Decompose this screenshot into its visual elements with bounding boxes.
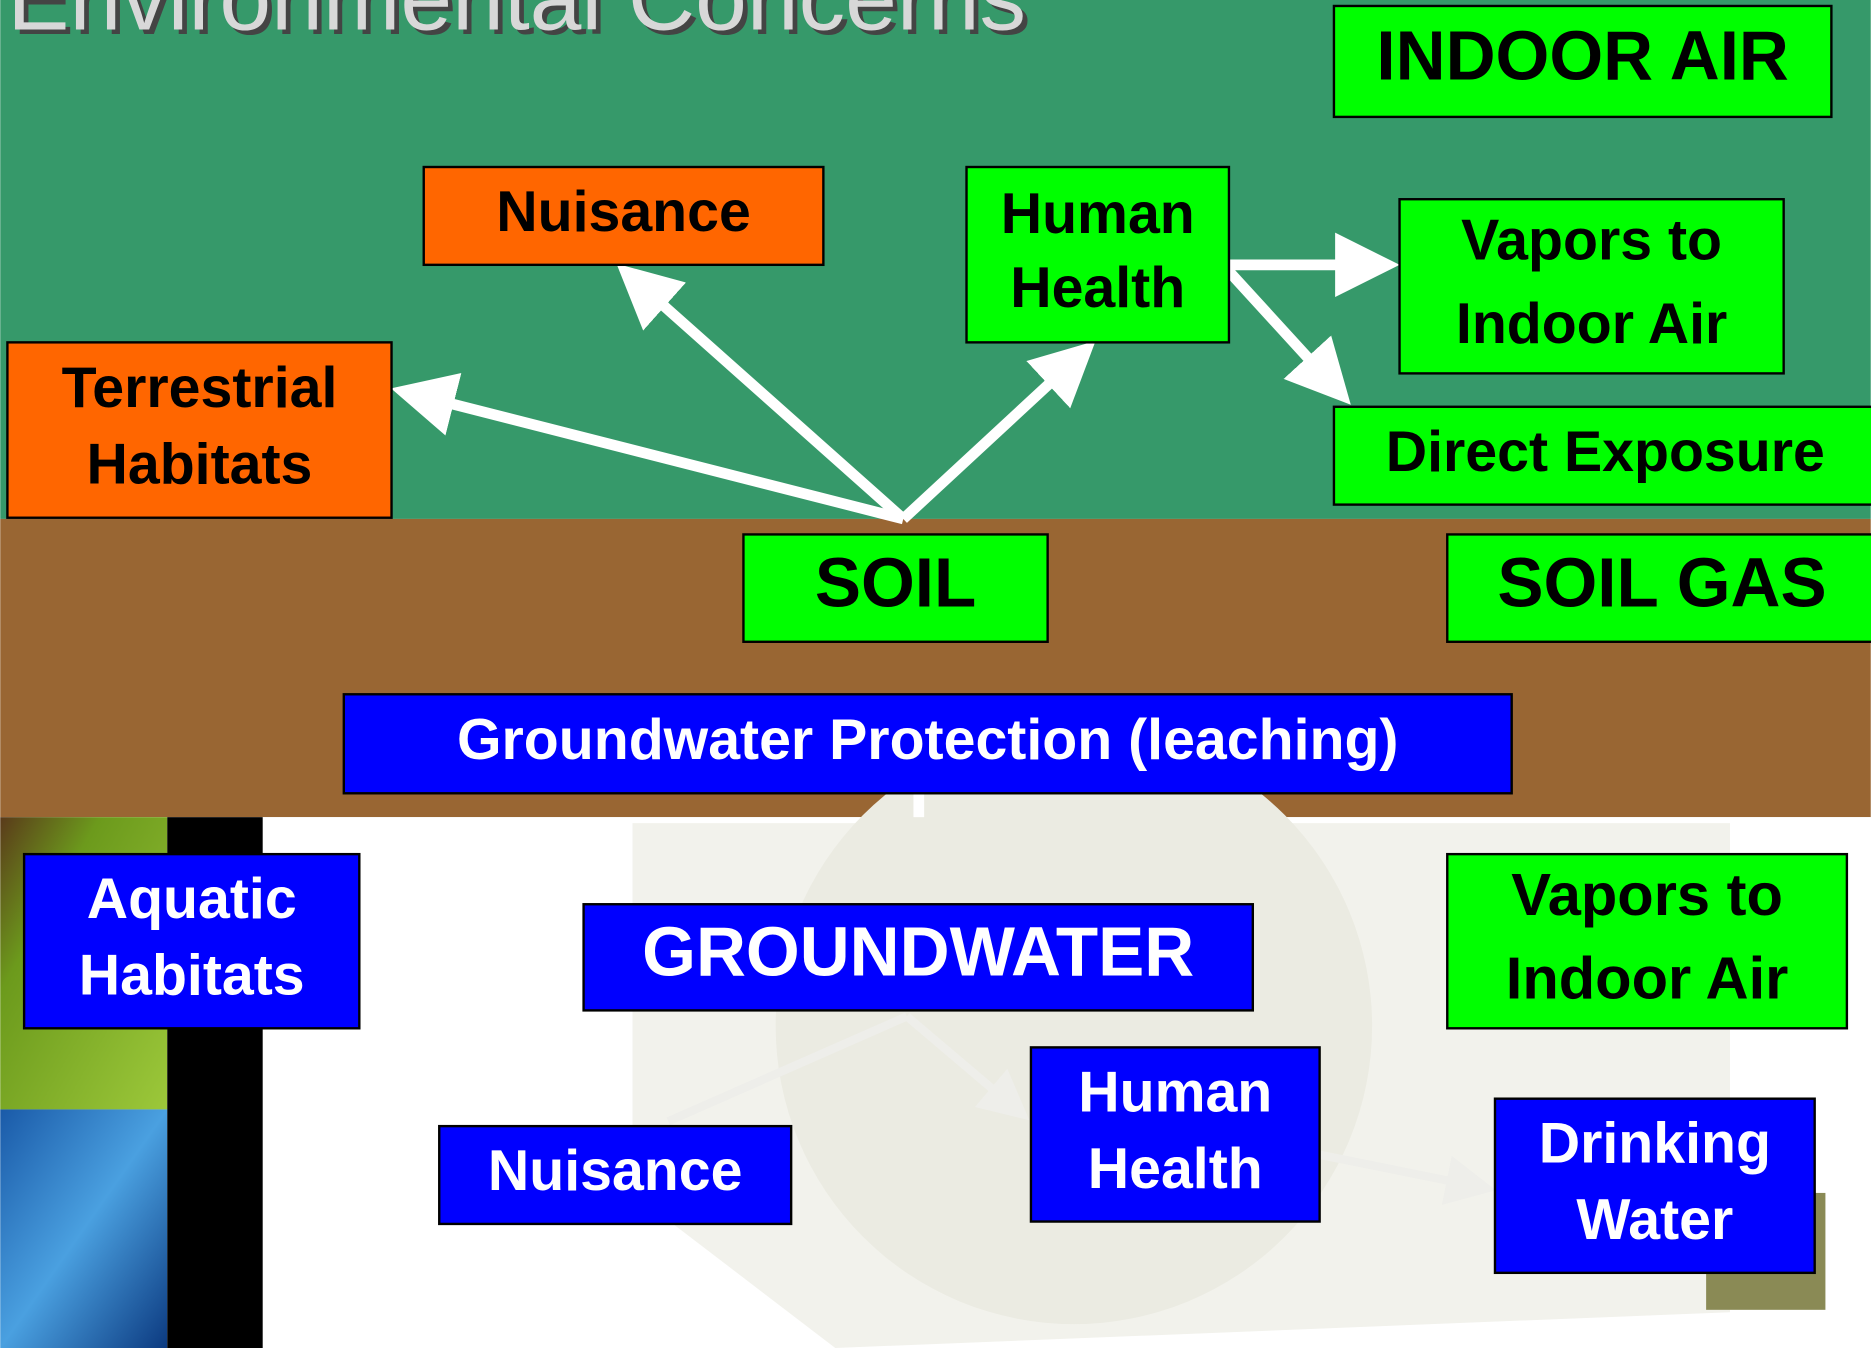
node: Vapors to Indoor Air	[1400, 199, 1784, 373]
title: Environmental Concerns	[7, 0, 1026, 49]
faint-shape	[776, 728, 1372, 1324]
node: Nuisance	[424, 167, 824, 265]
page: {"header": {"title": "Environmental Conc…	[0, 0, 1871, 1348]
node-label: Habitats	[87, 432, 313, 496]
diagram: Environmental Concerns Environmental Con…	[0, 0, 1871, 1348]
node-label: Groundwater Protection (leaching)	[457, 708, 1399, 772]
node-label: Drinking	[1539, 1112, 1771, 1176]
node-label: Indoor Air	[1506, 945, 1789, 1012]
node-label: SOIL GAS	[1497, 543, 1826, 621]
node-label: Habitats	[79, 944, 305, 1008]
node-label: Human	[1078, 1060, 1272, 1124]
node-label: Nuisance	[488, 1139, 743, 1203]
node-label: SOIL	[815, 543, 976, 621]
node-label: Aquatic	[87, 867, 297, 931]
node-label: Water	[1576, 1188, 1733, 1252]
node-label: Indoor Air	[1456, 292, 1727, 356]
node-label: Terrestrial	[62, 356, 338, 420]
node-label: Direct Exposure	[1386, 420, 1825, 484]
node-label: INDOOR AIR	[1376, 17, 1788, 95]
node: SOIL GAS	[1447, 534, 1871, 641]
node: SOIL	[743, 534, 1047, 641]
node: Aquatic Habitats	[24, 854, 359, 1028]
node-label: Vapors to	[1511, 861, 1783, 928]
water-image	[0, 1109, 167, 1348]
node-label: Vapors to	[1461, 209, 1722, 273]
node-label: Nuisance	[496, 180, 751, 244]
node-label: GROUNDWATER	[642, 913, 1194, 991]
node: INDOOR AIR	[1334, 6, 1831, 117]
node: Human Health	[967, 167, 1229, 342]
node: Nuisance	[439, 1126, 791, 1224]
node: Drinking Water	[1495, 1099, 1815, 1273]
node: Groundwater Protection (leaching)	[344, 694, 1512, 793]
node-label: Human	[1001, 182, 1195, 246]
node-label: Health	[1010, 256, 1185, 320]
node: Terrestrial Habitats	[7, 342, 391, 517]
node-label: Health	[1088, 1137, 1263, 1201]
node: Human Health	[1031, 1047, 1320, 1221]
node: Direct Exposure	[1334, 407, 1871, 505]
node: GROUNDWATER	[584, 904, 1253, 1010]
node: Vapors to Indoor Air	[1447, 854, 1847, 1028]
